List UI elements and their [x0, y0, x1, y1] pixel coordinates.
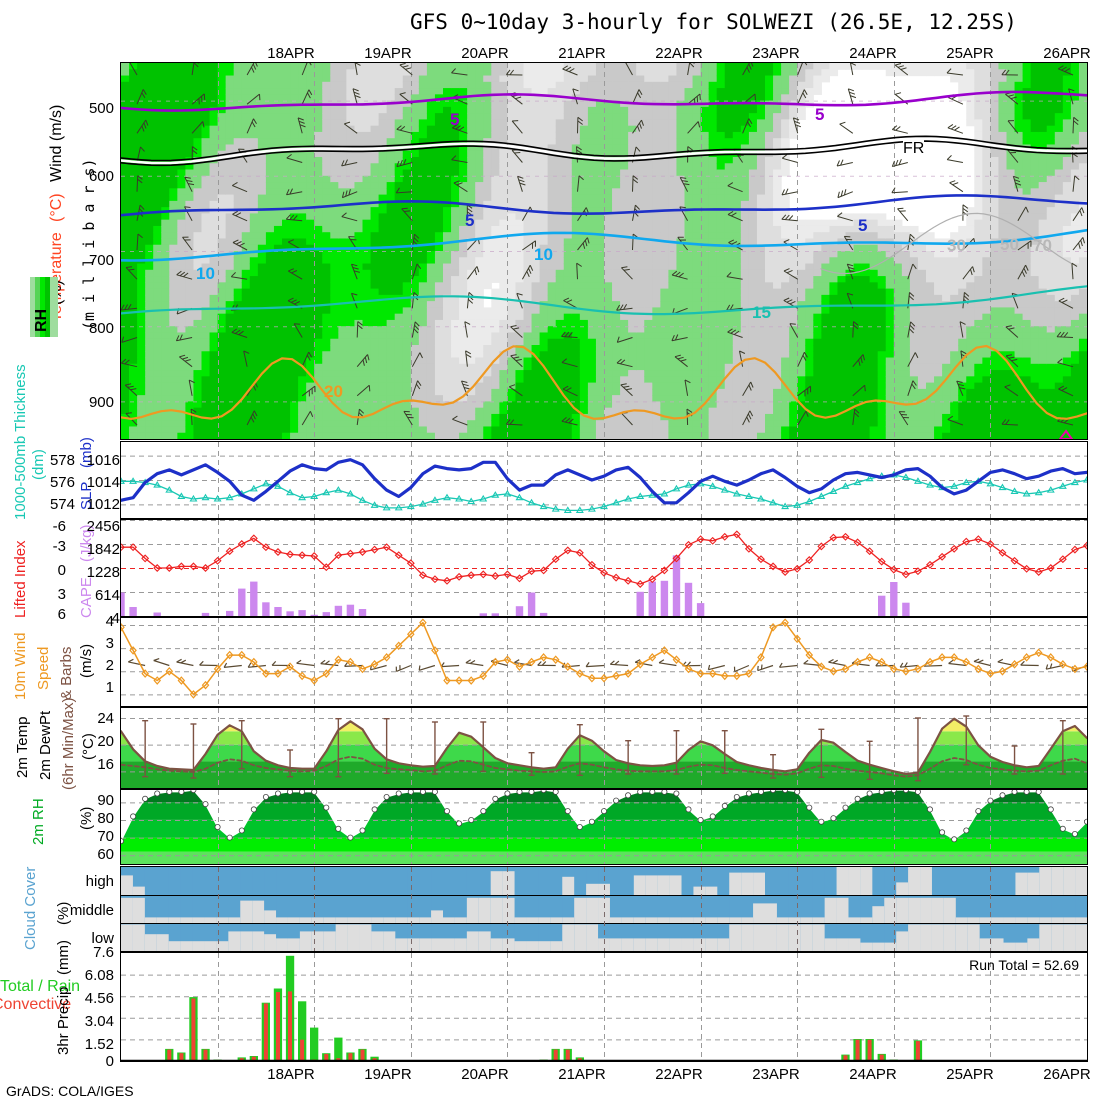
- ytick-rh2m: 80: [97, 810, 114, 827]
- label-wind-upper: Wind (m/s): [48, 104, 65, 182]
- ytick-precip: 1.52: [84, 1036, 114, 1053]
- ytick-lifted-index: 0: [57, 562, 66, 579]
- slp-thickness-plot: [121, 442, 1087, 518]
- upper-air-plot: [121, 63, 1087, 439]
- label-dewpt2m: 2m DewPt: [37, 710, 54, 780]
- ytick-precip: 7.6: [93, 944, 114, 961]
- label-wind-speed: Speed: [35, 646, 52, 690]
- date-label: 26APR: [1043, 45, 1091, 62]
- lifted-index-cape-plot: [121, 520, 1087, 616]
- date-label: 18APR: [267, 1066, 315, 1083]
- rh-legend-swatch: [30, 277, 58, 337]
- cloud-row-low: low: [91, 930, 114, 947]
- panel-li-cape: [120, 519, 1088, 617]
- ytick-wind: 3: [105, 635, 114, 652]
- ytick-temp: 24: [97, 710, 114, 727]
- top-date-axis: 18APR 19APR 20APR 21APR 22APR 23APR 24AP…: [120, 45, 1091, 63]
- ytick-rh2m: 90: [97, 792, 114, 809]
- ytick-slp: 1014: [86, 474, 120, 491]
- label-precip-total: Total / Rain: [0, 978, 81, 995]
- date-label: 21APR: [558, 1066, 606, 1083]
- ytick-rh2m: 70: [97, 828, 114, 845]
- date-label: 20APR: [461, 1066, 509, 1083]
- cloud-row-middle: middle: [69, 902, 114, 919]
- panel-wind10m: [120, 617, 1088, 707]
- label-temp2m: 2m Temp: [14, 716, 31, 778]
- panel-precip: Run Total = 52.69: [120, 952, 1088, 1062]
- label-lifted-index: Lifted Index: [12, 540, 29, 618]
- ytick-slp: 1012: [86, 496, 120, 513]
- precip-plot: [121, 953, 1087, 1061]
- panel-upper-air: [120, 62, 1088, 440]
- rh-plot: [121, 790, 1087, 864]
- date-label: 18APR: [267, 45, 315, 62]
- label-precip-convective: Convective: [0, 996, 72, 1013]
- ytick-wind: 4: [105, 613, 114, 630]
- ytick-precip: 6.08: [84, 967, 114, 984]
- ytick-pressure: 500: [88, 100, 114, 117]
- panel-rh2m: [120, 789, 1088, 865]
- temp-dewpoint-plot: [121, 708, 1087, 788]
- cloud-row-high: high: [85, 873, 114, 890]
- ytick-pressure: 900: [88, 394, 114, 411]
- date-label: 20APR: [461, 45, 509, 62]
- ytick-cape: 2456: [86, 518, 120, 535]
- date-label: 24APR: [849, 45, 897, 62]
- date-label: 24APR: [849, 1066, 897, 1083]
- ytick-lifted-index: 3: [57, 586, 66, 603]
- label-wind-barbs: & Barbs: [58, 646, 75, 700]
- bottom-date-axis: 18APR 19APR 20APR 21APR 22APR 23APR 24AP…: [120, 1066, 1091, 1084]
- date-label: 19APR: [364, 1066, 412, 1083]
- ytick-precip: 4.56: [84, 990, 114, 1007]
- run-total-label: Run Total = 52.69: [969, 957, 1079, 973]
- ytick-cape: 4: [111, 610, 120, 627]
- date-label: 25APR: [946, 45, 994, 62]
- credit-label: GrADS: COLA/IGES: [6, 1083, 134, 1099]
- label-cloudcover: Cloud Cover: [22, 866, 39, 950]
- date-label: 21APR: [558, 45, 606, 62]
- ytick-pressure: 800: [88, 320, 114, 337]
- date-label: 23APR: [752, 1066, 800, 1083]
- date-label: 23APR: [752, 45, 800, 62]
- ytick-precip: 3.04: [84, 1013, 114, 1030]
- label-wind10m: 10m Wind: [12, 632, 29, 700]
- date-label: 19APR: [364, 45, 412, 62]
- ytick-thickness: 576: [49, 474, 75, 491]
- date-label: 25APR: [946, 1066, 994, 1083]
- freezing-level-label: FR: [903, 140, 925, 158]
- ytick-lifted-index: -3: [52, 538, 66, 555]
- ytick-precip: 0: [105, 1053, 114, 1070]
- ytick-thickness: 578: [49, 452, 75, 469]
- ytick-wind: 1: [105, 679, 114, 696]
- label-minmax: (6hr Min/Max): [60, 697, 77, 790]
- ytick-pressure: 600: [88, 168, 114, 185]
- date-label: 22APR: [655, 45, 703, 62]
- ytick-cape: 1842: [86, 541, 120, 558]
- ytick-wind: 2: [105, 657, 114, 674]
- ytick-lifted-index: -6: [52, 518, 66, 535]
- ytick-temp: 20: [97, 733, 114, 750]
- date-label: 22APR: [655, 1066, 703, 1083]
- label-thickness: 1000-500mb Thickness: [12, 364, 29, 520]
- ytick-temp: 16: [97, 756, 114, 773]
- ytick-cape: 614: [94, 587, 120, 604]
- ytick-rh2m: 60: [97, 846, 114, 863]
- cloud-cover-plot: [121, 867, 1087, 951]
- page-title: GFS 0~10day 3-hourly for SOLWEZI (26.5E,…: [410, 10, 1017, 34]
- panel-temp2m: [120, 707, 1088, 789]
- label-temperature-unit: (°C): [48, 193, 65, 222]
- ytick-slp: 1016: [86, 452, 120, 469]
- ytick-cape: 1228: [86, 564, 120, 581]
- wind-plot: [121, 618, 1087, 706]
- date-label: 26APR: [1043, 1066, 1091, 1083]
- label-rh2m: 2m RH: [30, 798, 47, 845]
- panel-cloud-cover: [120, 866, 1088, 952]
- ytick-lifted-index: 6: [57, 606, 66, 623]
- label-rh-upper: RH: [33, 308, 50, 332]
- ytick-thickness: 574: [49, 496, 75, 513]
- panel-slp-thickness: [120, 441, 1088, 519]
- ytick-pressure: 700: [88, 252, 114, 269]
